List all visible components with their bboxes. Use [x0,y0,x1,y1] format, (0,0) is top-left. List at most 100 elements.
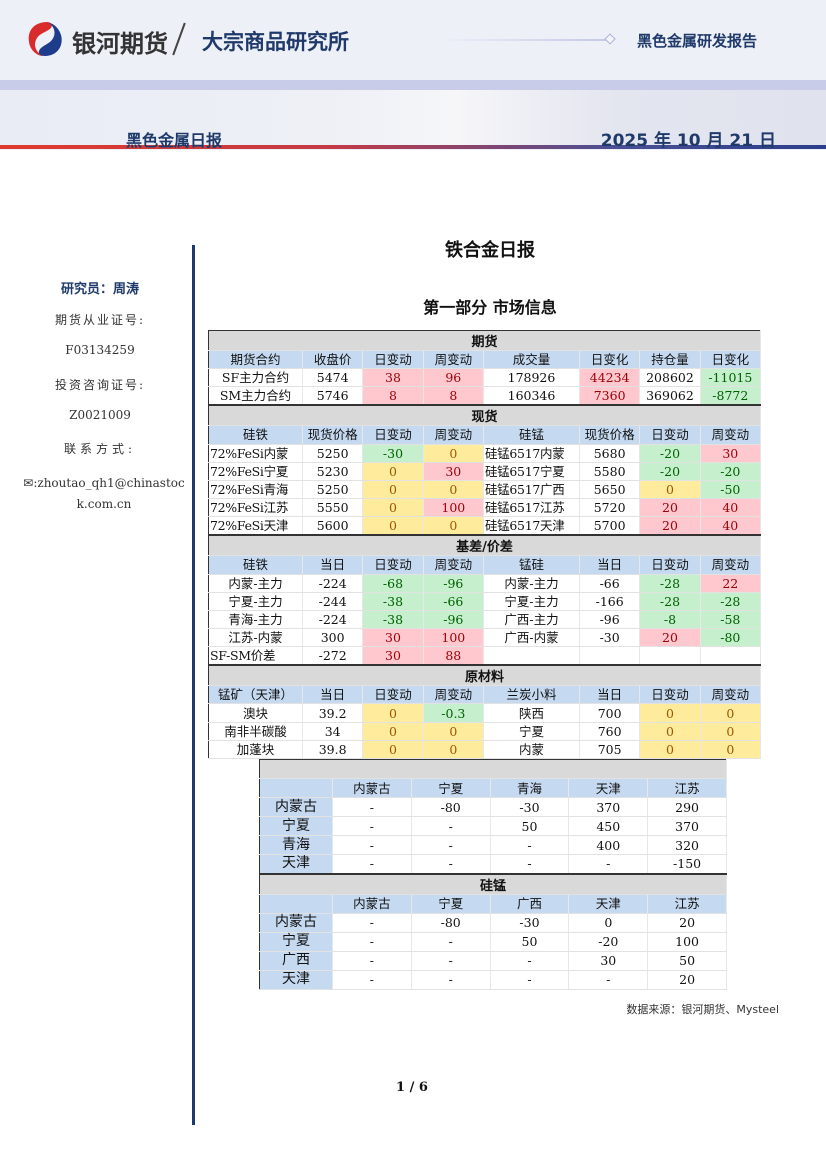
row-label: 青海 [259,835,333,855]
header-divider [0,145,826,149]
table-cell: 硅锰6517内蒙 [483,444,580,463]
column-header: 青海 [490,778,570,798]
table-cell: 8 [362,386,424,406]
table-row: 宁夏-主力 -244 -38 -66 宁夏-主力 -166 -28 -28 [208,592,762,611]
table-cell: 0 [362,480,424,500]
column-header: 持仓量 [639,350,701,370]
table-cell: 硅锰6517江苏 [483,498,580,518]
table-cell: -272 [302,646,364,666]
report-date: 2025 年 10 月 21 日 [600,131,776,151]
table-cell: -28 [639,574,701,593]
column-header: 日变动 [639,425,701,445]
table-cell: 5650 [579,480,641,500]
column-header: 期货合约 [208,350,303,370]
table-cell: 0 [639,480,701,500]
table-cell: -68 [362,574,424,593]
column-header: 日变动 [362,685,424,705]
table-cell: -20 [639,462,701,481]
galaxy-logo-icon [28,22,62,56]
table-row: 天津 - - - -20 [259,970,727,990]
section-title: 现货 [208,404,761,427]
table-cell: 0 [568,913,649,933]
table-cell: 100 [423,628,484,648]
table-row: SM主力合约 5746 8 8 160346 7360 369062 -8772 [208,386,762,406]
table-cell: -96 [423,574,484,593]
table-cell: 760 [579,722,641,741]
table-row: 广西 - - -30 50 [259,951,727,971]
table-cell: 陕西 [483,703,580,723]
table-cell: 0 [362,703,424,723]
table-cell: 宁夏-主力 [483,592,580,611]
table-cell: -38 [362,592,424,611]
email-address[interactable]: zhoutao_qh1@chinastock.com.cn [37,476,185,511]
table-cell: 0 [362,740,424,760]
table-row: 72%FeSi江苏 5550 0 100 硅锰6517江苏 5720 20 40 [208,498,762,518]
row-label: 内蒙-主力 [208,574,303,593]
table-cell: 5680 [579,444,641,463]
column-header: 广西 [490,894,570,914]
column-header: 收盘价 [302,350,364,370]
table-cell: - [490,835,570,855]
table-cell: - [332,835,412,855]
table-cell [700,646,762,666]
row-label: 南非半碳酸 [208,722,303,741]
section-row: 硅锰 [259,872,727,895]
table-cell: 硅锰6517天津 [483,516,580,536]
table-row: SF-SM价差 -272 30 88 [208,646,762,666]
table-cell: 300 [302,628,364,648]
column-header [259,778,333,798]
column-header: 周变动 [700,685,762,705]
table-cell: 88 [423,646,484,666]
table-row: 澳块 39.2 0 -0.3 陕西 700 0 0 [208,703,762,723]
column-header: 成交量 [483,350,580,370]
row-label: 天津 [259,854,333,874]
table-cell: 30 [568,951,649,971]
column-header: 硅铁 [208,425,303,445]
section-row: 基差/价差 [208,534,761,557]
table-cell: 700 [579,703,641,723]
table-cell: - [490,854,570,874]
column-header: 周变动 [423,555,484,575]
section-row: 现货 [208,404,761,427]
table-cell: - [332,816,412,836]
table-cell: 0 [639,740,701,760]
table-cell: 0 [700,703,762,723]
sidebar-divider [192,245,195,1125]
institute-name: 大宗商品研究所 [202,30,349,54]
table-cell: 160346 [483,386,580,406]
table-cell: 39.8 [302,740,364,760]
table-cell: 30 [423,462,484,481]
table-cell: 5230 [302,462,364,481]
table-cell: -244 [302,592,364,611]
column-header: 日变动 [362,425,424,445]
table-cell: 369062 [639,386,701,406]
contact-label: 联系方式: [63,442,137,456]
table-cell: -28 [700,592,762,611]
table-cell: 5250 [302,444,364,463]
row-label: SM主力合约 [208,386,303,406]
table-cell: 0 [423,480,484,500]
table-cell: 50 [647,951,727,971]
table-cell: - [490,951,570,971]
header-row: 硅铁 当日 日变动 周变动 锰硅 当日 日变动 周变动 [208,555,762,575]
cert1-label: 期货从业证号: [54,313,146,327]
table-cell: -224 [302,610,364,630]
table-cell: 5700 [579,516,641,536]
column-header: 江苏 [647,778,727,798]
column-header: 当日 [302,555,364,575]
table-cell: -80 [700,628,762,648]
table-cell: -224 [302,574,364,593]
table-cell: 38 [362,368,424,388]
table-cell: -96 [423,610,484,630]
table-cell: -166 [579,592,641,611]
section-title: 基差/价差 [208,534,761,557]
table-cell: 30 [362,628,424,648]
contact-email[interactable]: ✉:zhoutao_qh1@chinastock.com.cn [20,473,188,515]
table-cell: 370 [568,797,649,817]
row-label: 宁夏 [259,932,333,952]
table-row: SF主力合约 5474 38 96 178926 44234 208602 -11015 [208,368,762,388]
column-header: 日变化 [579,350,641,370]
table-row: 72%FeSi青海 5250 0 0 硅锰6517广西 5650 0 -50 [208,480,762,500]
table-cell: -28 [639,592,701,611]
table-cell: 370 [647,816,727,836]
